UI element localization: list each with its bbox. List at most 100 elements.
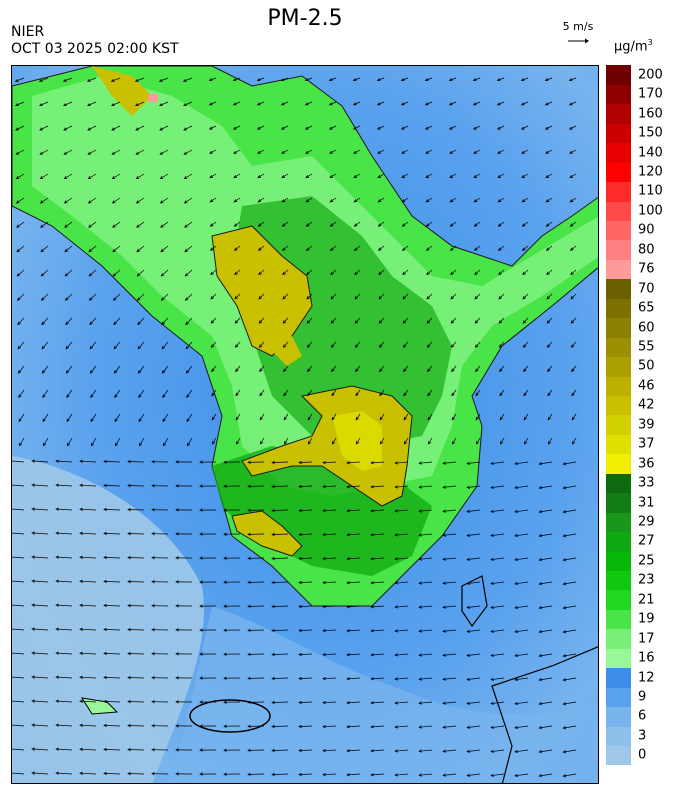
wind-arrow bbox=[31, 460, 49, 463]
wind-arrow-head bbox=[545, 174, 550, 178]
moderate-zone-central bbox=[241, 385, 413, 507]
wind-arrow bbox=[451, 389, 457, 396]
wind-arrow-head bbox=[127, 675, 131, 680]
wind-arrow-head bbox=[298, 700, 302, 705]
wind-arrow-head bbox=[499, 440, 504, 445]
wind-arrow bbox=[395, 485, 409, 488]
wind-arrow bbox=[258, 293, 265, 300]
wind-arrow bbox=[257, 77, 265, 81]
wind-arrow-head bbox=[514, 653, 519, 658]
wind-arrow bbox=[547, 365, 553, 372]
wind-arrow bbox=[419, 509, 433, 512]
wind-arrow bbox=[282, 221, 289, 227]
wind-arrow-head bbox=[538, 606, 543, 610]
wind-arrow bbox=[322, 677, 337, 680]
wind-arrow-head bbox=[151, 484, 155, 488]
wind-arrow bbox=[571, 341, 577, 348]
pm25-map[interactable] bbox=[11, 65, 599, 784]
wind-arrow bbox=[31, 508, 49, 511]
wind-arrow-head bbox=[87, 151, 92, 155]
wind-arrow bbox=[402, 197, 409, 203]
wind-arrow-head bbox=[271, 628, 275, 633]
wind-arrow-head bbox=[370, 581, 374, 585]
wind-arrow-head bbox=[427, 368, 431, 373]
wind-arrow bbox=[401, 149, 409, 154]
wind-arrow-head bbox=[546, 344, 551, 348]
wind-arrow-head bbox=[514, 533, 519, 538]
wind-arrow bbox=[55, 628, 73, 631]
wind-arrow-head bbox=[378, 320, 383, 324]
wind-arrow bbox=[17, 269, 25, 277]
wind-arrow bbox=[12, 652, 25, 655]
legend-swatch bbox=[606, 181, 631, 202]
wind-arrow-head bbox=[159, 200, 164, 204]
wind-arrow-head bbox=[521, 150, 525, 154]
wind-arrow bbox=[185, 341, 193, 350]
wind-arrow bbox=[306, 245, 313, 251]
wind-arrow-head bbox=[466, 509, 471, 513]
wind-arrow-head bbox=[175, 508, 179, 512]
wind-arrow-head bbox=[271, 604, 275, 609]
wind-arrow-head bbox=[298, 508, 302, 513]
wind-arrow bbox=[283, 389, 289, 396]
wind-arrow-head bbox=[55, 675, 59, 679]
wind-arrow-head bbox=[426, 344, 431, 348]
wind-arrow-head bbox=[162, 394, 166, 398]
wind-arrow bbox=[346, 677, 361, 680]
wind-arrow bbox=[112, 197, 121, 204]
wind-arrow bbox=[271, 629, 289, 631]
wind-arrow-head bbox=[209, 150, 213, 154]
wind-arrow-head bbox=[15, 176, 20, 180]
wind-arrow bbox=[402, 317, 409, 324]
wind-arrow-head bbox=[418, 725, 423, 729]
wind-arrow-head bbox=[65, 321, 69, 326]
wind-arrow-head bbox=[298, 676, 302, 681]
wind-arrow bbox=[210, 293, 217, 300]
wind-arrow-head bbox=[376, 102, 381, 106]
wind-arrow-head bbox=[103, 531, 107, 536]
wind-arrow bbox=[330, 197, 337, 203]
wind-arrow-head bbox=[66, 418, 70, 423]
wind-arrow bbox=[211, 365, 217, 372]
wind-arrow bbox=[63, 101, 73, 106]
wind-arrow bbox=[500, 437, 505, 445]
wind-arrow-head bbox=[31, 771, 35, 775]
wind-arrow-head bbox=[103, 651, 107, 656]
wind-arrow-head bbox=[427, 416, 431, 421]
wind-arrow-head bbox=[570, 344, 575, 348]
wind-arrow bbox=[298, 677, 313, 679]
wind-arrow bbox=[64, 197, 73, 204]
wind-arrow bbox=[103, 581, 121, 583]
wind-arrow-head bbox=[151, 628, 155, 632]
wind-arrow bbox=[571, 413, 577, 420]
wind-arrow-head bbox=[160, 273, 165, 277]
wind-arrow-head bbox=[79, 699, 83, 703]
wind-arrow-head bbox=[175, 724, 179, 728]
wind-arrow-head bbox=[247, 700, 251, 704]
wind-arrow bbox=[523, 413, 529, 420]
wind-arrow-head bbox=[135, 200, 140, 204]
wind-arrow bbox=[283, 341, 289, 348]
wind-arrow bbox=[330, 293, 337, 300]
legend-swatch bbox=[606, 492, 631, 513]
wind-arrow-head bbox=[175, 700, 179, 704]
wind-arrow-head bbox=[223, 556, 227, 560]
wind-arrow-head bbox=[175, 676, 179, 680]
wind-arrow-head bbox=[247, 460, 251, 464]
wind-arrow-head bbox=[475, 416, 479, 421]
wind-arrow bbox=[563, 581, 577, 585]
wind-arrow-head bbox=[127, 483, 131, 488]
wind-arrow bbox=[475, 413, 481, 420]
wind-arrow-head bbox=[271, 652, 275, 657]
wind-arrow bbox=[539, 677, 553, 681]
wind-arrow-head bbox=[235, 440, 240, 445]
wind-arrow-head bbox=[161, 345, 166, 350]
wind-arrow-head bbox=[330, 271, 334, 276]
wind-arrow-head bbox=[127, 459, 131, 464]
wind-arrow-head bbox=[282, 271, 286, 276]
wind-arrow bbox=[271, 509, 289, 511]
wind-arrow bbox=[138, 365, 145, 374]
wind-arrow-head bbox=[379, 368, 383, 373]
wind-arrow-head bbox=[538, 678, 543, 682]
wind-arrow bbox=[419, 749, 433, 752]
